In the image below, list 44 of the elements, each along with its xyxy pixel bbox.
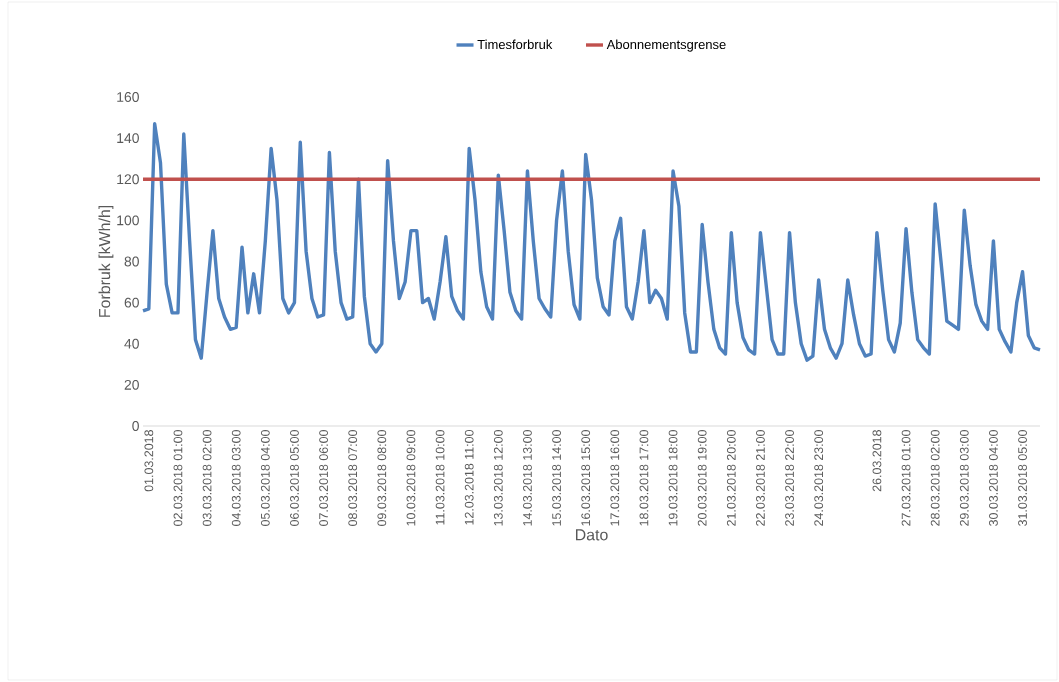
y-tick-label: 120 bbox=[117, 174, 139, 185]
x-tick-label: 22.03.2018 21:00 bbox=[756, 430, 765, 526]
y-tick-label: 60 bbox=[124, 297, 139, 308]
x-tick-label: 28.03.2018 02:00 bbox=[930, 430, 940, 526]
x-tick-label: 06.03.2018 05:00 bbox=[290, 430, 299, 526]
x-tick-label: 11.03.2018 10:00 bbox=[435, 430, 445, 525]
y-tick-label: 100 bbox=[117, 215, 139, 226]
x-tick-label: 30.03.2018 04:00 bbox=[989, 430, 998, 526]
x-tick-label: 26.03.2018 bbox=[872, 430, 882, 492]
x-tick-label: 29.03.2018 03:00 bbox=[959, 430, 969, 526]
x-tick-label: 18.03.2018 17:00 bbox=[639, 430, 649, 526]
x-tick-label: 08.03.2018 07:00 bbox=[348, 430, 358, 526]
y-axis-title: Forbruk [kWh/h] bbox=[98, 205, 114, 317]
x-tick-label: 07.03.2018 06:00 bbox=[319, 430, 328, 526]
x-tick-label: 19.03.2018 18:00 bbox=[668, 430, 678, 526]
x-tick-label: 13.03.2018 12:00 bbox=[493, 430, 503, 526]
y-tick-label: 80 bbox=[124, 256, 139, 267]
x-tick-label: 23.03.2018 22:00 bbox=[785, 430, 794, 526]
x-tick-label: 05.03.2018 04:00 bbox=[260, 430, 270, 526]
y-tick-label: 160 bbox=[117, 92, 139, 102]
x-tick-label: 16.03.2018 15:00 bbox=[581, 430, 591, 526]
x-tick-label: 21.03.2018 20:00 bbox=[726, 430, 736, 526]
x-tick-label: 01.03.2018 bbox=[144, 430, 154, 492]
y-tick-label: 20 bbox=[124, 379, 139, 390]
x-tick-label: 04.03.2018 03:00 bbox=[231, 430, 241, 526]
line-series bbox=[141, 122, 1042, 362]
x-tick-label: 15.03.2018 14:00 bbox=[552, 430, 561, 526]
x-tick-label: 31.03.2018 05:00 bbox=[1018, 430, 1027, 526]
x-tick-label: 02.03.2018 01:00 bbox=[173, 430, 183, 526]
x-tick-label: 03.03.2018 02:00 bbox=[202, 430, 212, 526]
x-axis-title: Dato bbox=[575, 529, 608, 541]
x-tick-label: 24.03.2018 23:00 bbox=[814, 430, 824, 526]
legend-label: Abonnementsgrense bbox=[606, 39, 726, 52]
x-tick-label: 27.03.2018 01:00 bbox=[901, 430, 911, 526]
legend-label: Timesforbruk bbox=[477, 39, 553, 50]
x-tick-label: 09.03.2018 08:00 bbox=[377, 430, 387, 526]
x-tick-label: 17.03.2018 16:00 bbox=[610, 430, 620, 526]
x-tick-label: 12.03.2018 11:00 bbox=[464, 430, 474, 525]
x-tick-label: 14.03.2018 13:00 bbox=[523, 430, 532, 526]
y-tick-label: 0 bbox=[132, 421, 139, 431]
y-tick-label: 140 bbox=[117, 133, 139, 144]
x-tick-label: 10.03.2018 09:00 bbox=[406, 430, 416, 526]
y-tick-label: 40 bbox=[124, 338, 139, 349]
x-tick-label: 20.03.2018 19:00 bbox=[697, 430, 707, 526]
